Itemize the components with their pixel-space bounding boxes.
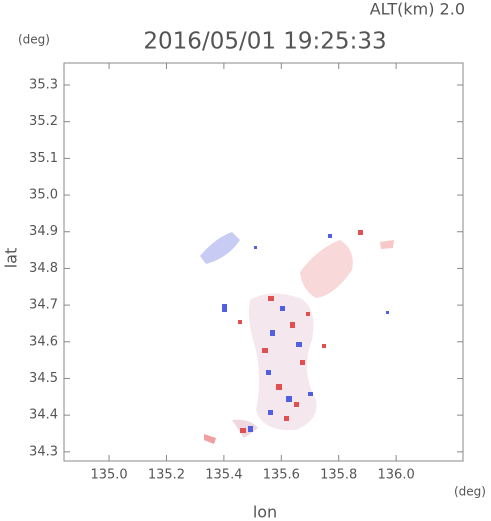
y-tick-label: 34.9 (29, 224, 58, 239)
altitude-label: ALT(km) 2.0 (370, 0, 465, 19)
y-tick-label: 35.3 (29, 78, 58, 93)
x-tick-label: 135.6 (263, 468, 300, 483)
blob (204, 434, 216, 444)
y-label: lat (2, 248, 21, 269)
x-tick-label: 135.8 (320, 468, 357, 483)
y-tick-label: 35.1 (29, 151, 58, 166)
x-label: lon (253, 503, 277, 521)
x-tick-label: 135.2 (148, 468, 185, 483)
y-tick-label: 34.7 (29, 298, 58, 313)
y-unit: (deg) (18, 33, 50, 47)
blob (300, 240, 353, 298)
x-tick-label: 135.0 (90, 468, 127, 483)
chart-title: 2016/05/01 19:25:33 (143, 29, 386, 55)
y-tick-label: 34.5 (29, 371, 58, 386)
blob (248, 293, 317, 431)
x-tick-label: 135.4 (205, 468, 242, 483)
y-tick-label: 34.8 (29, 261, 58, 276)
y-tick-label: 35.2 (29, 114, 58, 129)
plot-frame (63, 62, 464, 462)
y-tick-label: 34.3 (29, 444, 58, 459)
x-unit: (deg) (454, 485, 486, 499)
field (200, 230, 394, 444)
x-tick-label: 136.0 (378, 468, 415, 483)
blob (380, 240, 394, 249)
y-tick-label: 34.4 (29, 408, 58, 423)
blob (200, 232, 240, 264)
y-tick-label: 34.6 (29, 334, 58, 349)
y-tick-label: 35.0 (29, 188, 58, 203)
